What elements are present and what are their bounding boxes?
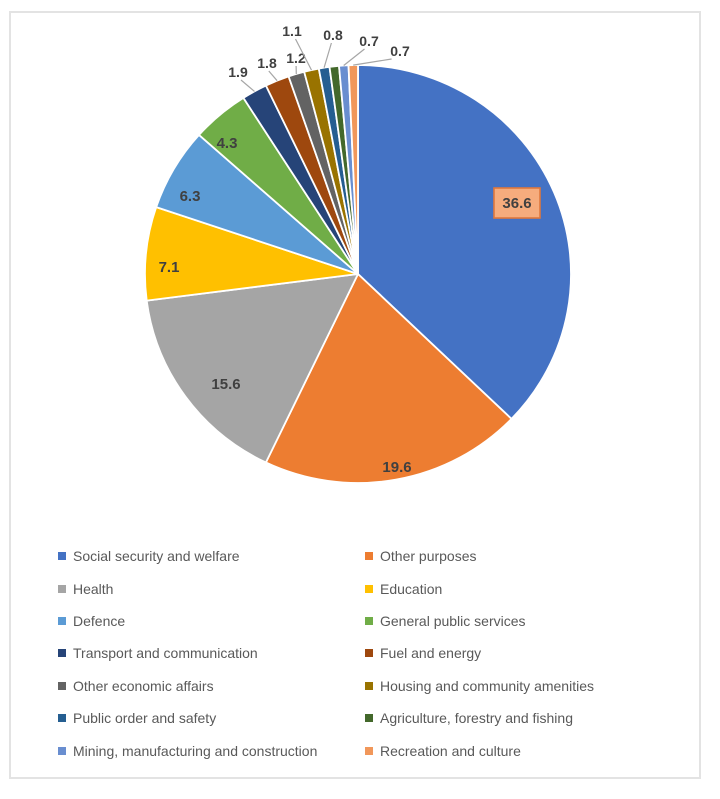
legend-label: Mining, manufacturing and construction [73, 742, 318, 759]
data-label-other-purposes: 19.6 [382, 459, 411, 476]
legend-item-health[interactable]: Health [58, 581, 365, 597]
legend-item-social-security-and-welfare[interactable]: Social security and welfare [58, 548, 365, 564]
legend-label: General public services [380, 612, 526, 629]
legend-item-fuel-and-energy[interactable]: Fuel and energy [365, 645, 664, 661]
pie-slice-other-purposes[interactable] [265, 273, 513, 484]
legend-marker-icon [365, 746, 373, 755]
legend-marker-icon [58, 552, 66, 561]
highlighted-label-box[interactable] [493, 187, 541, 219]
data-label-social-security-and-welfare: 36.6 [502, 195, 531, 212]
legend-label: Social security and welfare [73, 548, 240, 565]
pie-slice-health[interactable] [145, 273, 359, 464]
leader-line-housing-and-community-amenities [294, 38, 313, 71]
leader-line-public-order-and-safety [323, 42, 332, 68]
legend-marker-icon [365, 616, 373, 625]
data-label-defence: 6.3 [180, 188, 201, 205]
legend-label: Health [73, 580, 114, 597]
leader-line-mining-manufacturing-and-construction [343, 48, 365, 66]
leader-line-recreation-and-culture [353, 58, 392, 66]
data-label-other-economic-affairs: 1.2 [286, 50, 306, 66]
legend-marker-icon [365, 714, 373, 723]
legend-item-general-public-services[interactable]: General public services [365, 613, 664, 629]
legend-item-recreation-and-culture[interactable]: Recreation and culture [365, 743, 664, 759]
legend-label: Transport and communication [73, 645, 258, 662]
legend-item-education[interactable]: Education [365, 581, 664, 597]
data-label-mining-manufacturing-and-construction: 0.7 [359, 33, 379, 49]
data-label-health: 15.6 [211, 376, 240, 393]
legend-label: Education [380, 580, 443, 597]
legend-item-public-order-and-safety[interactable]: Public order and safety [58, 710, 365, 726]
legend-item-transport-and-communication[interactable]: Transport and communication [58, 645, 365, 661]
legend-marker-icon [365, 584, 373, 593]
data-label-transport-and-communication: 1.9 [228, 64, 248, 80]
legend-marker-icon [58, 584, 66, 593]
legend-marker-icon [58, 681, 66, 690]
data-label-fuel-and-energy: 1.8 [257, 55, 277, 71]
legend-item-other-economic-affairs[interactable]: Other economic affairs [58, 678, 365, 694]
legend-item-mining-manufacturing-and-construction[interactable]: Mining, manufacturing and construction [58, 743, 365, 759]
data-label-recreation-and-culture: 0.7 [390, 43, 410, 59]
legend-label: Fuel and energy [380, 645, 482, 662]
legend-item-agriculture-forestry-and-fishing[interactable]: Agriculture, forestry and fishing [365, 710, 664, 726]
legend-label: Other economic affairs [73, 677, 214, 694]
leader-line-transport-and-communication [240, 79, 255, 92]
legend-item-other-purposes[interactable]: Other purposes [365, 548, 664, 564]
pie-slice-social-security-and-welfare[interactable] [357, 64, 572, 420]
legend-label: Agriculture, forestry and fishing [380, 710, 573, 727]
legend-label: Housing and community amenities [380, 677, 594, 694]
legend-marker-icon [58, 649, 66, 658]
leader-line-fuel-and-energy [268, 70, 278, 82]
data-label-general-public-services: 4.3 [217, 135, 238, 152]
legend-marker-icon [58, 714, 66, 723]
data-label-housing-and-community-amenities: 1.1 [282, 23, 302, 39]
legend-marker-icon [365, 552, 373, 561]
legend-item-housing-and-community-amenities[interactable]: Housing and community amenities [365, 678, 664, 694]
legend-label: Public order and safety [73, 710, 217, 727]
data-label-education: 7.1 [159, 259, 180, 276]
legend-marker-icon [58, 616, 66, 625]
legend-marker-icon [365, 681, 373, 690]
legend-marker-icon [365, 649, 373, 658]
legend-label: Recreation and culture [380, 742, 521, 759]
legend-item-defence[interactable]: Defence [58, 613, 365, 629]
pie-plot-area: 1.9 1.8 1.2 1.1 0.8 0.7 0.7 36.6 19.6 15.6 7.1 6.3 4… [144, 23, 572, 484]
legend-label: Defence [73, 612, 126, 629]
legend-label: Other purposes [380, 548, 477, 565]
legend-marker-icon [58, 746, 66, 755]
chart-legend: Social security and welfare Other purpose… [58, 540, 664, 767]
data-label-public-order-and-safety: 0.8 [323, 27, 343, 43]
